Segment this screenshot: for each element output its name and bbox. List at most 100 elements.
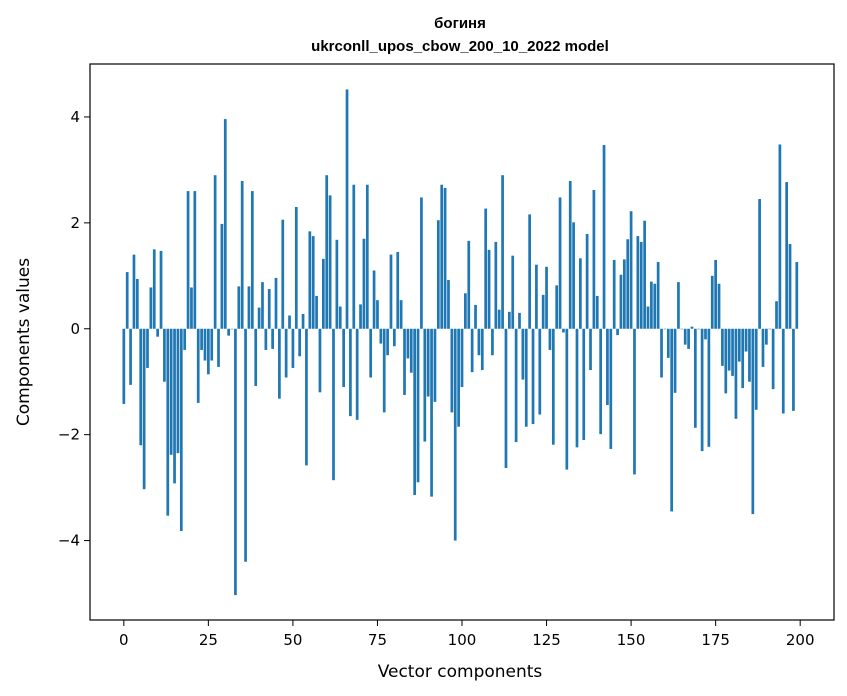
bar-119 [524,328,528,427]
x-tick-label: 150 [617,631,646,649]
x-tick-label: 125 [532,631,561,649]
bar-122 [535,264,538,329]
bar-27 [213,175,217,329]
bar-146 [616,328,619,336]
bar-132 [568,181,572,329]
bar-155 [646,306,650,329]
bar-33 [234,328,237,596]
x-tick-label: 0 [119,631,129,649]
bar-186 [751,328,755,515]
bar-65 [342,328,345,388]
bar-0 [122,328,126,404]
bar-98 [453,328,457,541]
bar-123 [538,328,542,415]
bar-142 [602,145,606,329]
bar-99 [457,328,460,427]
bar-192 [771,328,775,390]
bar-117 [518,312,521,329]
bar-58 [318,328,322,393]
bar-7 [146,328,149,368]
bar-104 [474,304,477,329]
bar-48 [284,328,288,378]
bar-6 [142,328,146,490]
bar-116 [514,328,518,443]
bar-36 [244,328,247,562]
bar-128 [555,285,559,329]
bar-4 [135,278,139,329]
bar-20 [190,287,193,329]
bar-67 [349,328,352,417]
bar-56 [311,236,315,329]
bar-172 [704,328,707,340]
bar-10 [156,328,159,337]
bar-182 [737,328,741,362]
bar-101 [464,293,467,329]
bar-45 [274,277,278,329]
bar-28 [217,328,220,367]
bar-126 [548,328,552,350]
bar-154 [643,220,646,329]
bar-121 [531,328,535,425]
bar-49 [288,315,291,329]
bar-120 [528,214,531,329]
bar-82 [399,300,403,329]
bar-44 [271,328,274,349]
bar-16 [176,328,180,454]
bar-199 [795,262,799,329]
bar-162 [670,328,674,512]
bar-5 [139,328,143,446]
bar-95 [443,187,447,329]
y-tick-label: 4 [70,108,80,126]
y-axis-ticks: −4 −2 0 2 4 [58,108,90,550]
bar-78 [386,328,389,356]
bar-143 [606,328,609,406]
bar-161 [666,328,670,358]
bar-79 [389,254,393,329]
y-tick-label: 0 [70,320,80,338]
bar-141 [599,328,603,435]
bar-8 [149,287,153,329]
bar-1 [125,272,129,329]
bar-96 [447,280,450,329]
bar-137 [585,233,589,329]
bar-76 [379,328,383,344]
bar-130 [562,328,565,333]
bar-150 [629,211,633,329]
x-tick-label: 200 [786,631,815,649]
bar-156 [650,281,653,329]
bar-183 [741,328,745,389]
chart-title-line2: ukrconll_upos_cbow_200_10_2022 model [311,38,609,55]
bar-3 [132,254,136,329]
bar-97 [450,328,454,413]
bar-175 [714,259,717,329]
bar-2 [129,328,132,385]
bar-86 [413,328,417,496]
bar-11 [159,250,163,329]
bar-77 [382,328,386,413]
bar-125 [545,266,548,329]
bar-169 [693,328,697,428]
bar-198 [792,328,795,411]
bar-43 [267,289,271,329]
bar-163 [673,328,677,393]
bar-34 [237,286,241,329]
bar-135 [579,258,582,329]
bar-70 [359,304,362,329]
bar-158 [656,262,660,329]
bar-174 [710,275,714,329]
bar-185 [748,328,751,382]
bar-168 [690,326,694,329]
bar-75 [376,300,379,329]
bar-171 [700,328,704,452]
y-axis-label: Components values [14,258,34,426]
bar-62 [332,328,335,481]
bar-194 [778,144,782,329]
bar-180 [731,328,734,376]
bar-170 [697,328,701,330]
bar-89 [423,328,427,442]
bar-46 [278,328,281,399]
bar-47 [281,219,285,329]
bar-189 [761,328,765,367]
bar-118 [521,328,525,380]
